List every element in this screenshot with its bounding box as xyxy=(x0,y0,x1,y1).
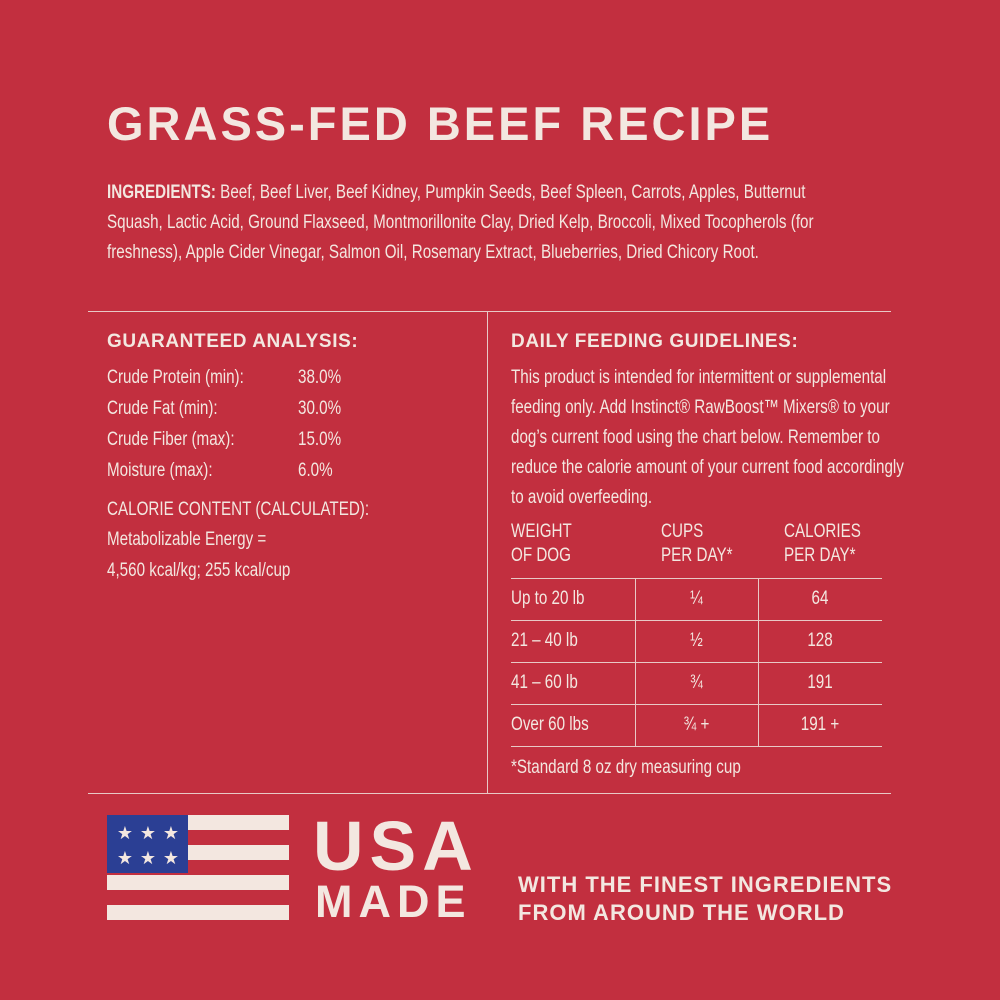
table-cell: 21 – 40 lb xyxy=(511,630,578,651)
title: GRASS-FED BEEF RECIPE xyxy=(107,97,774,150)
table-cell: ½ xyxy=(690,630,703,651)
table-cell: 191 + xyxy=(800,714,840,735)
usa: USA xyxy=(313,807,479,885)
table-rule xyxy=(511,662,882,663)
table-rule xyxy=(758,578,759,746)
table-cell: ¾ + xyxy=(683,714,710,735)
ingredients-text: Beef, Beef Liver, Beef Kidney, Pumpkin S… xyxy=(107,182,814,263)
svg-text:★: ★ xyxy=(140,823,156,844)
tagline: WITH THE FINEST INGREDIENTS xyxy=(518,872,893,897)
table-cell: ¾ xyxy=(690,672,703,693)
calorie-heading: CALORIE CONTENT (CALCULATED): xyxy=(107,499,370,520)
svg-text:★: ★ xyxy=(117,823,133,844)
analysis-value: 38.0% xyxy=(298,367,342,388)
svg-text:★: ★ xyxy=(163,823,179,844)
table-cell: Over 60 lbs xyxy=(511,714,589,735)
analysis-label: Crude Protein (min): xyxy=(107,367,244,388)
table-cell: 41 – 60 lb xyxy=(511,672,578,693)
calorie-line: 4,560 kcal/kg; 255 kcal/cup xyxy=(107,560,291,581)
divider xyxy=(88,793,891,794)
feeding-text: This product is intended for intermitten… xyxy=(511,367,904,508)
table-header: WEIGHT xyxy=(511,521,572,542)
made: MADE xyxy=(315,876,472,927)
analysis-heading: GUARANTEED ANALYSIS: xyxy=(107,331,359,352)
table-rule xyxy=(511,620,882,621)
table-rule xyxy=(511,578,882,579)
table-header: PER DAY* xyxy=(784,545,856,566)
calorie-line: Metabolizable Energy = xyxy=(107,529,267,550)
table-rule xyxy=(511,704,882,705)
flag: ★ ★ ★ ★ ★ ★ xyxy=(107,815,289,920)
analysis-label: Moisture (max): xyxy=(107,460,213,481)
table-rule xyxy=(635,578,636,746)
table-cell: 64 xyxy=(811,588,829,609)
feeding-heading: DAILY FEEDING GUIDELINES: xyxy=(511,331,799,352)
table-header: CUPS xyxy=(661,521,704,542)
analysis-value: 30.0% xyxy=(298,398,342,419)
table-header: OF DOG xyxy=(511,545,571,566)
analysis-value: 15.0% xyxy=(298,429,342,450)
table-header: CALORIES xyxy=(784,521,861,542)
svg-text:★: ★ xyxy=(163,848,179,869)
divider xyxy=(487,311,488,793)
svg-text:★: ★ xyxy=(140,848,156,869)
ingredients: INGREDIENTS: Beef, Beef Liver, Beef Kidn… xyxy=(107,178,843,268)
table-cell: 128 xyxy=(807,630,833,651)
table-cell: Up to 20 lb xyxy=(511,588,585,609)
table-cell: ¼ xyxy=(690,588,703,609)
footnote: *Standard 8 oz dry measuring cup xyxy=(511,757,741,778)
table-header: PER DAY* xyxy=(661,545,733,566)
table-rule xyxy=(511,746,882,747)
svg-text:★: ★ xyxy=(117,848,133,869)
analysis-label: Crude Fat (min): xyxy=(107,398,218,419)
analysis-value: 6.0% xyxy=(298,460,333,481)
tagline: FROM AROUND THE WORLD xyxy=(518,900,845,925)
divider xyxy=(88,311,891,312)
analysis-label: Crude Fiber (max): xyxy=(107,429,235,450)
table-cell: 191 xyxy=(807,672,833,693)
ingredients-label: INGREDIENTS: xyxy=(107,182,216,203)
